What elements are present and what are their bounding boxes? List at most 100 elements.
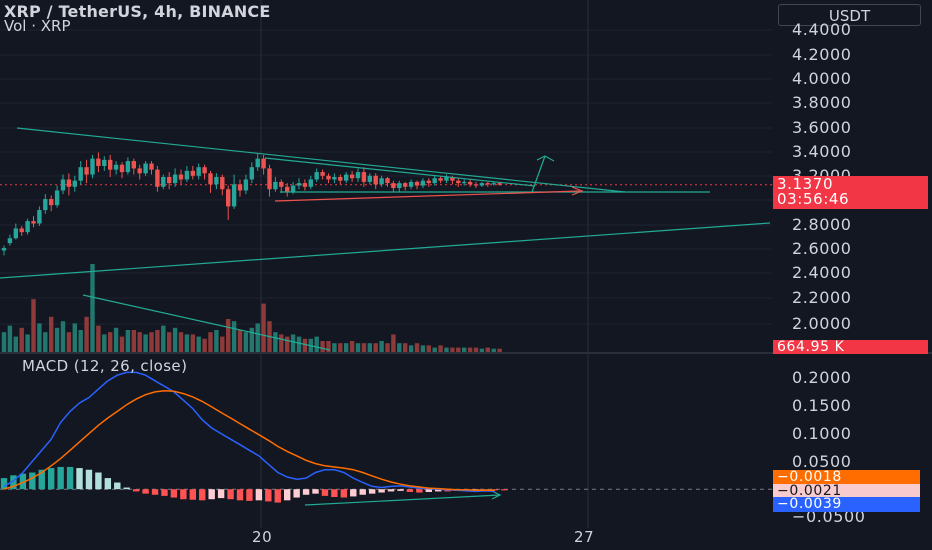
candle	[367, 173, 372, 185]
macd-histogram-bar	[29, 472, 36, 490]
volume-bar	[391, 334, 396, 352]
candle	[96, 152, 101, 173]
volume-bar	[226, 319, 231, 352]
triangle-top-line	[264, 157, 536, 187]
candle-body	[96, 158, 101, 166]
volume-bar	[102, 334, 107, 352]
candle	[326, 173, 331, 184]
candle	[255, 153, 260, 171]
volume-bar	[426, 345, 431, 352]
macd-histogram-bar	[359, 489, 366, 495]
macd-histogram-bar	[132, 489, 140, 492]
candle-body	[125, 161, 131, 173]
candle	[361, 167, 367, 187]
volume-bar	[467, 347, 473, 352]
signal-line	[3, 390, 495, 492]
volume-bar	[408, 345, 414, 352]
volume-bar	[243, 332, 249, 352]
candle-body	[178, 174, 184, 180]
volume-bar	[231, 321, 237, 352]
volume-bar	[60, 321, 66, 352]
volume-bars	[1, 264, 502, 352]
candle	[332, 173, 337, 184]
candle-body	[167, 177, 172, 184]
volume-bar	[237, 330, 243, 352]
macd-divergence-line	[304, 494, 501, 506]
candle-body	[408, 181, 414, 187]
candle-body	[214, 177, 219, 185]
candle-body	[479, 183, 485, 186]
volume-bar	[473, 347, 479, 352]
macd-histogram-bar	[48, 468, 55, 490]
candle-body	[202, 167, 207, 174]
candle-body	[403, 183, 408, 187]
macd-histogram-bar	[425, 489, 432, 492]
macd-axis-tick: 0.2000	[792, 368, 852, 387]
volume-bar	[456, 347, 461, 352]
volume-bar	[338, 343, 343, 352]
macd-axis-tick: 0.0500	[792, 452, 852, 471]
volume-bar	[172, 327, 178, 352]
price-axis-tick: 3.8000	[792, 93, 852, 112]
volume-bar	[349, 341, 355, 352]
macd-histogram-bar	[255, 489, 263, 501]
macd-histogram-bar	[208, 489, 215, 500]
candle-body	[308, 179, 313, 187]
candle-body	[143, 163, 148, 174]
macd-histogram-bar	[265, 489, 272, 502]
candle-body	[19, 228, 24, 233]
candle	[184, 165, 190, 182]
volume-bar	[344, 343, 349, 352]
currency-selector-button[interactable]: USDT	[778, 4, 921, 26]
volume-bar	[13, 336, 18, 352]
candle-body	[467, 181, 473, 185]
volume-bar	[479, 348, 485, 352]
volume-bar	[255, 323, 260, 352]
candle	[137, 164, 142, 180]
candle-body	[473, 184, 479, 186]
candle-body	[279, 181, 284, 187]
price-axis-tick: 3.6000	[792, 118, 852, 137]
macd-histogram-bar	[274, 489, 281, 503]
grid-lines	[0, 0, 772, 528]
candle-body	[196, 167, 201, 176]
candle	[237, 179, 243, 197]
candle-body	[338, 177, 343, 181]
candle	[149, 161, 154, 175]
candle	[467, 179, 473, 187]
candle	[438, 175, 443, 184]
macd-histogram-bar	[199, 489, 206, 501]
macd-divergence-arrow	[491, 490, 502, 500]
volume-bar	[491, 348, 496, 352]
macd-histogram-bar	[142, 489, 149, 494]
candle	[349, 170, 355, 182]
macd-histogram-bar	[95, 472, 102, 490]
candle-body	[332, 177, 337, 180]
candle	[196, 163, 201, 180]
macd-histogram-bar	[246, 489, 253, 501]
candle-body	[361, 172, 367, 182]
volume-bar	[355, 343, 361, 352]
candle-body	[237, 184, 243, 191]
macd-signal-tag: −0.0018	[773, 470, 920, 485]
upper-trendline	[16, 127, 626, 193]
candle-body	[344, 174, 349, 181]
volume-bar	[125, 330, 131, 352]
candle-body	[397, 183, 402, 189]
candle	[190, 165, 195, 180]
candle-body	[231, 184, 237, 207]
volume-bar	[37, 323, 42, 352]
macd-histogram-bar	[331, 489, 338, 497]
volume-bar	[49, 316, 54, 352]
candle	[202, 164, 207, 180]
candle	[408, 179, 414, 190]
candle-body	[43, 199, 48, 211]
candle-body	[137, 168, 142, 174]
macd-line	[3, 371, 495, 493]
volume-bar	[403, 343, 408, 352]
candle	[131, 158, 136, 175]
candle-body	[367, 175, 372, 182]
volume-bar	[320, 341, 325, 352]
candle	[178, 169, 184, 185]
